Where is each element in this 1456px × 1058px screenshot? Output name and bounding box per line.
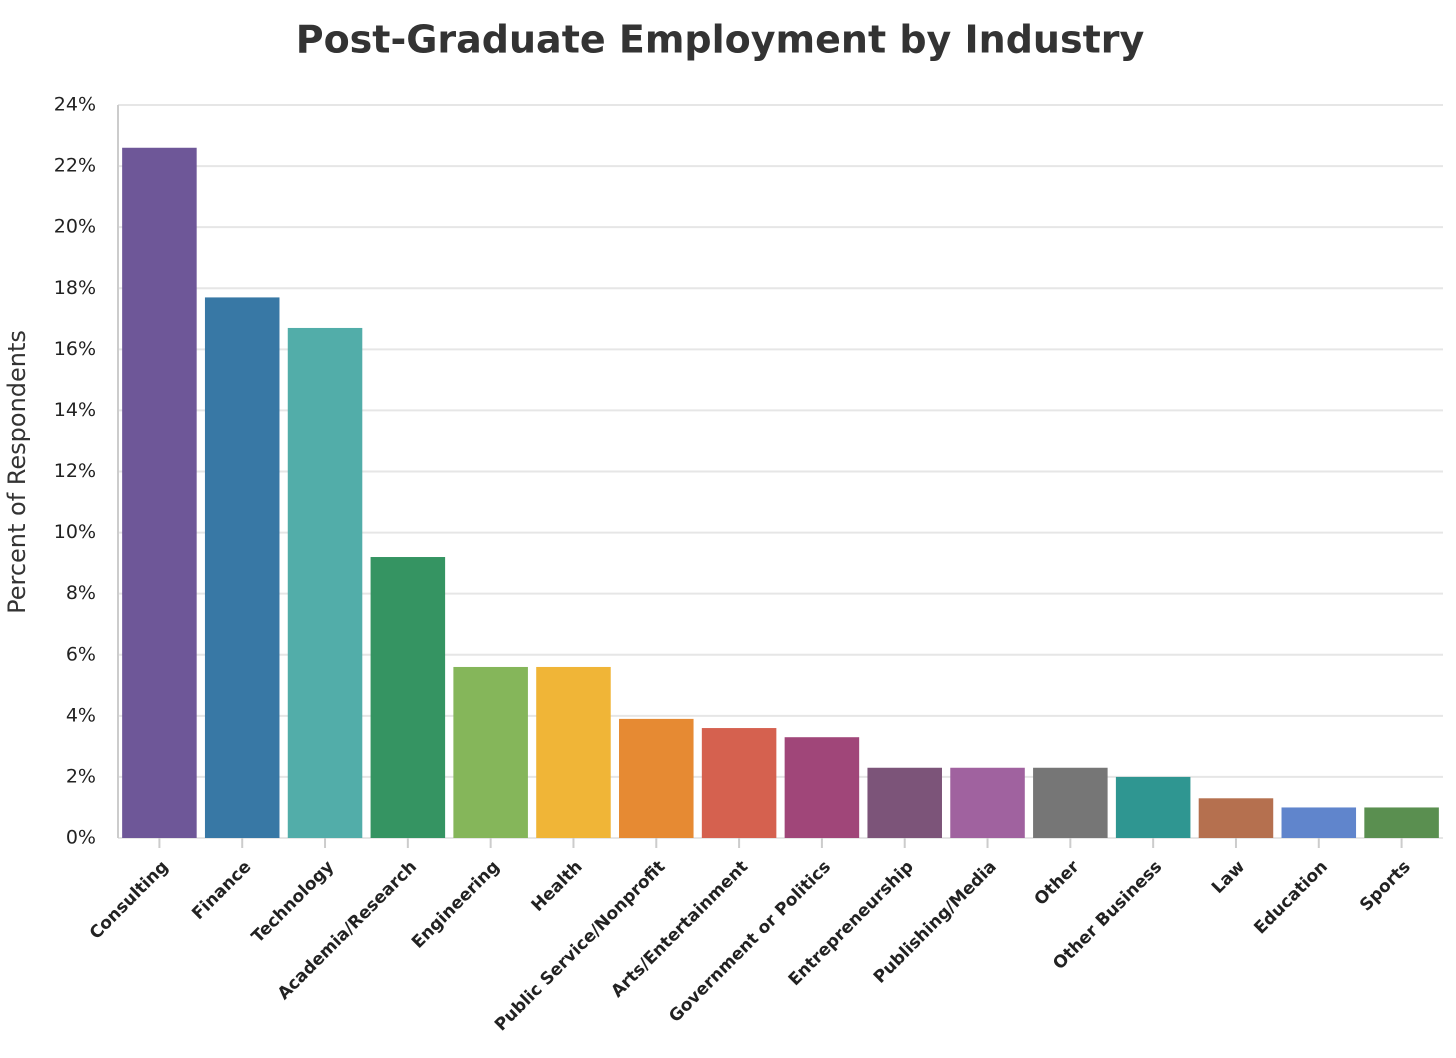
bar <box>784 737 860 838</box>
y-tick-label: 6% <box>66 643 96 665</box>
x-tick-label: Health <box>528 857 587 916</box>
y-tick-label: 0% <box>66 827 96 849</box>
x-tick-label: Government or Politics <box>665 857 835 1027</box>
y-axis-label: Percent of Respondents <box>3 330 31 614</box>
x-tick-label: Education <box>1250 857 1331 938</box>
x-tick-label: Finance <box>188 857 255 924</box>
x-tick-label: Sports <box>1356 857 1415 916</box>
bar <box>370 557 446 838</box>
bar <box>701 728 777 838</box>
x-tick-label: Other <box>1031 857 1084 910</box>
y-tick-label: 4% <box>66 704 96 726</box>
y-tick-label: 22% <box>54 155 96 177</box>
bar <box>950 767 1025 838</box>
y-tick-label: 24% <box>54 94 96 116</box>
chart-title: Post-Graduate Employment by Industry <box>296 18 1145 62</box>
y-tick-label: 10% <box>54 521 96 543</box>
bar <box>1364 807 1439 838</box>
bar <box>536 666 611 838</box>
y-tick-label: 2% <box>66 765 96 787</box>
bar <box>122 147 197 839</box>
bar <box>453 666 528 838</box>
x-tick-label: Consulting <box>86 857 173 944</box>
bar <box>287 327 363 838</box>
y-tick-label: 20% <box>54 216 96 238</box>
bar <box>619 718 694 838</box>
y-tick-label: 18% <box>54 277 96 299</box>
x-tick-label: Technology <box>248 857 338 947</box>
y-tick-label: 14% <box>54 399 96 421</box>
bar <box>1115 776 1191 838</box>
x-tick-label: Academia/Research <box>274 857 421 1004</box>
x-tick-label: Arts/Entertainment <box>607 857 752 1002</box>
bar <box>1033 767 1108 838</box>
x-tick-label: Public Service/Nonprofit <box>491 857 669 1035</box>
y-tick-label: 16% <box>54 338 96 360</box>
bar <box>1281 807 1357 838</box>
y-tick-label: 8% <box>66 582 96 604</box>
bar <box>1198 798 1274 838</box>
x-tick-label: Law <box>1208 857 1249 898</box>
x-tick-label: Engineering <box>408 857 504 953</box>
y-tick-label: 12% <box>54 460 96 482</box>
bar <box>204 297 280 839</box>
bar <box>867 767 942 838</box>
